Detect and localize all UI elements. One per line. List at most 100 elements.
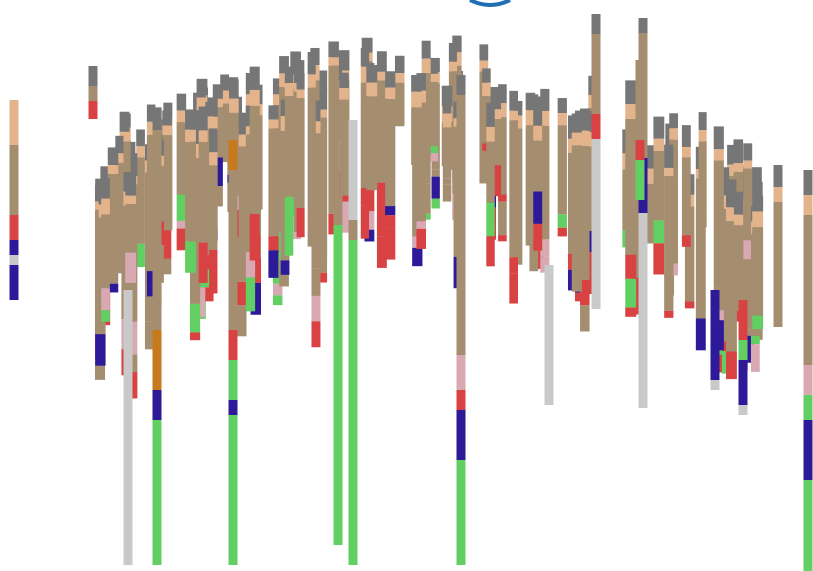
borehole-segment	[308, 74, 316, 87]
borehole-segment	[250, 90, 260, 106]
borehole-segment	[125, 196, 136, 204]
borehole-segment	[229, 140, 238, 170]
borehole-segment	[349, 240, 358, 565]
borehole-segment	[101, 310, 110, 322]
borehole-segment	[246, 289, 255, 311]
borehole-segment	[237, 305, 247, 336]
borehole	[636, 60, 645, 200]
borehole-segment	[699, 130, 707, 141]
borehole-segment	[136, 157, 145, 244]
borehole-segment	[558, 113, 567, 125]
borehole-segment	[449, 62, 457, 71]
borehole-segment	[89, 66, 98, 86]
borehole-segment	[625, 119, 636, 255]
borehole-segment	[377, 51, 387, 72]
borehole-segment	[385, 206, 395, 215]
borehole	[752, 196, 763, 329]
borehole-segment	[101, 288, 110, 310]
borehole-segment	[10, 240, 19, 255]
borehole-segment	[625, 279, 636, 308]
borehole-segment	[10, 215, 19, 240]
borehole-segment	[558, 214, 567, 227]
borehole-segment	[509, 91, 518, 111]
borehole-segment	[486, 203, 494, 237]
borehole-segment	[509, 274, 518, 304]
borehole	[804, 170, 813, 571]
page: (() => { const NS = 'http://www.w3.org/2…	[0, 0, 813, 571]
borehole	[153, 110, 162, 565]
borehole-segment	[443, 92, 452, 113]
borehole	[711, 290, 720, 390]
borehole-segment	[185, 142, 196, 242]
borehole-segment	[101, 178, 110, 199]
borehole-segment	[457, 95, 466, 355]
borehole	[395, 56, 405, 126]
borehole-segment	[250, 106, 260, 214]
borehole-segment	[431, 169, 439, 176]
borehole-segment	[669, 128, 678, 139]
borehole	[349, 120, 358, 565]
borehole-segment	[498, 202, 507, 235]
borehole-segment	[714, 126, 724, 149]
borehole-segment	[804, 365, 813, 395]
borehole-segment	[101, 199, 110, 215]
borehole-segment	[136, 146, 145, 157]
borehole-segment	[412, 248, 422, 266]
borehole-segment	[101, 214, 110, 288]
borehole-segment	[653, 139, 664, 151]
borehole-segment	[411, 92, 422, 108]
borehole-segment	[268, 105, 278, 119]
borehole-segment	[89, 86, 98, 101]
borehole-segment	[385, 99, 395, 206]
borehole-segment	[311, 321, 320, 347]
borehole-segment	[177, 111, 187, 122]
borehole-segment	[250, 67, 260, 90]
borehole-segment	[739, 405, 748, 415]
borehole-segment	[416, 221, 426, 228]
borehole-segment	[580, 305, 590, 331]
borehole-segment	[498, 235, 507, 241]
borehole-segment	[268, 250, 278, 278]
borehole-segment	[625, 80, 636, 104]
borehole-segment	[297, 98, 305, 208]
borehole	[209, 128, 217, 293]
borehole-segment	[199, 130, 208, 142]
borehole-segment	[199, 243, 208, 254]
borehole-segment	[361, 206, 369, 239]
borehole-segment	[430, 146, 438, 153]
borehole-segment	[714, 149, 724, 160]
borehole-segment	[751, 344, 760, 372]
borehole	[533, 105, 542, 251]
borehole-segment	[124, 290, 133, 565]
borehole-segment	[10, 265, 19, 300]
borehole	[486, 103, 494, 266]
borehole-segment	[682, 235, 691, 247]
borehole-segment	[592, 114, 601, 139]
borehole-segment	[726, 352, 737, 380]
borehole-segment	[743, 143, 752, 160]
borehole-segment	[558, 98, 567, 113]
borehole-segment	[334, 195, 343, 225]
borehole	[101, 178, 110, 322]
borehole-segment	[281, 260, 290, 274]
borehole	[124, 290, 133, 565]
borehole	[457, 75, 466, 565]
borehole-segment	[592, 14, 601, 34]
borehole-segment	[699, 112, 707, 130]
borehole-segment	[209, 128, 217, 152]
borehole-segment	[509, 120, 518, 257]
borehole-segment	[743, 240, 752, 259]
borehole	[682, 125, 691, 247]
borehole-segment	[328, 41, 339, 57]
borehole-segment	[653, 221, 664, 244]
borehole-segment	[682, 157, 691, 235]
borehole	[177, 94, 187, 251]
borehole-segment	[385, 71, 395, 87]
borehole-segment	[682, 125, 691, 147]
borehole-segment	[804, 195, 813, 215]
borehole-segment	[229, 170, 238, 330]
borehole-segment	[449, 43, 457, 62]
borehole-segment	[229, 415, 238, 565]
borehole-segment	[685, 302, 694, 309]
borehole-segment	[443, 184, 452, 201]
